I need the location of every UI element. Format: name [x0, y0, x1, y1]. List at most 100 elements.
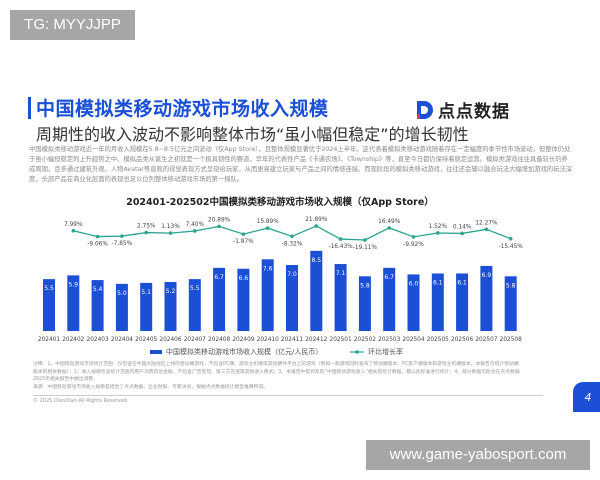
bar-label-202402: 5.9: [69, 281, 79, 288]
x-tick-202506: 202506: [451, 337, 473, 343]
legend-item-revenue: 中国模拟类移动游戏市场收入规模（亿元/人民币）: [150, 347, 322, 357]
growth-point-202505: [436, 231, 440, 235]
bar-202403: [91, 280, 104, 331]
growth-label-202506: 0.14%: [453, 224, 472, 230]
growth-label-202409: -1.87%: [233, 239, 254, 245]
growth-point-202507: [484, 227, 489, 232]
bar-label-202504: 6.0: [409, 280, 419, 287]
x-tick-202412: 202412: [305, 337, 327, 343]
x-tick-202402: 202402: [62, 337, 84, 343]
overlay-tag: TG: MYYJJPP: [10, 10, 135, 40]
growth-point-202407: [193, 229, 197, 233]
x-tick-202405: 202405: [135, 337, 157, 343]
bar-label-202506: 6.1: [457, 279, 467, 286]
logo-text: 点点数据: [438, 102, 510, 122]
legend-swatch-bar: [150, 350, 162, 354]
x-tick-202407: 202407: [184, 337, 206, 343]
growth-point-202404: [120, 234, 124, 238]
legend-swatch-line: [350, 350, 364, 354]
description-paragraph: 中国模拟类移动游戏近一年的月收入规模在5.8~8.5亿元之间波动（仅App St…: [29, 146, 573, 183]
growth-point-202503: [387, 226, 392, 230]
title-accent-bar: [28, 97, 31, 119]
bar-202409: [237, 268, 250, 331]
x-tick-202406: 202406: [159, 337, 181, 343]
x-tick-202409: 202409: [232, 337, 254, 343]
bar-label-202408: 6.7: [214, 274, 224, 281]
bar-202504: [407, 274, 420, 331]
bar-label-202507: 6.9: [482, 272, 492, 279]
bar-label-202409: 6.6: [239, 275, 249, 282]
bar-202503: [383, 267, 396, 331]
x-tick-202410: 202410: [257, 337, 279, 343]
bar-202405: [140, 282, 153, 331]
x-tick-202508: 202508: [500, 337, 522, 343]
growth-label-202406: 1.13%: [161, 224, 180, 230]
x-tick-202404: 202404: [111, 337, 133, 343]
bar-202412: [310, 250, 323, 331]
bar-label-202405: 5.1: [141, 289, 151, 296]
growth-label-202501: -16.43%: [328, 244, 353, 250]
bar-202401: [43, 279, 55, 331]
growth-point-202502: [363, 238, 367, 242]
footnotes: 注释：1、中国移动游戏市场统计范围：仅包含在中国大陆地区上线的移动端游戏，不包含…: [33, 361, 523, 391]
bar-202505: [431, 273, 444, 331]
footnote-notes: 注释：1、中国移动游戏市场统计范围：仅包含在中国大陆地区上线的移动端游戏，不包含…: [33, 362, 520, 382]
x-tick-202408: 202408: [208, 337, 230, 343]
bar-label-202403: 5.4: [93, 286, 103, 293]
growth-label-202408: 20.89%: [208, 217, 231, 223]
x-tick-202502: 202502: [354, 337, 376, 343]
growth-label-202502: -19.11%: [353, 245, 378, 251]
growth-label-202412: 21.89%: [305, 217, 328, 223]
growth-label-202507: 12.27%: [475, 220, 498, 226]
bar-202502: [358, 276, 371, 331]
diandian-logo-icon: [417, 100, 433, 119]
legend-label-growth: 环比增长率: [368, 348, 403, 356]
x-tick-202403: 202403: [87, 337, 109, 343]
growth-point-202408: [217, 224, 221, 229]
page-title: 中国模拟类移动游戏市场收入规模: [36, 98, 329, 120]
copyright: © 2025 DianDian All Rights Reserved.: [33, 398, 129, 404]
bar-label-202401: 5.5: [44, 285, 54, 292]
x-tick-202507: 202507: [475, 337, 497, 343]
bar-202508: [504, 276, 517, 331]
x-tick-202501: 202501: [330, 337, 352, 343]
growth-label-202410: 15.89%: [257, 219, 280, 225]
legend-item-growth: 环比增长率: [350, 347, 403, 357]
bar-202406: [164, 281, 177, 331]
bar-202402: [67, 275, 80, 331]
chart-title: 202401-202502中国模拟类移动游戏市场收入规模（仅App Store）: [126, 196, 434, 208]
page-number: 4: [573, 382, 600, 412]
bar-label-202412: 8.5: [312, 257, 322, 264]
bar-202501: [334, 264, 347, 331]
growth-label-202403: -9.06%: [87, 242, 108, 248]
page-subtitle: 周期性的收入波动不影响整体市场“虽小幅但稳定”的增长韧性: [36, 125, 469, 144]
bar-202506: [456, 273, 469, 331]
growth-label-202504: -9.92%: [403, 242, 424, 248]
bar-label-202406: 5.2: [166, 288, 176, 295]
footer-divider: [33, 395, 543, 396]
bar-label-202501: 7.1: [336, 270, 346, 277]
growth-point-202405: [144, 230, 148, 235]
growth-point-202410: [265, 226, 270, 230]
growth-label-202404: -7.85%: [112, 241, 133, 247]
bar-202410: [261, 259, 274, 331]
growth-point-202506: [460, 231, 464, 236]
bar-label-202407: 5.5: [190, 285, 200, 292]
footnote-source: 来源：中国移动游戏市场收入规模是结合了点点数据、企业财报、专家访谈，根据点点数据…: [33, 384, 269, 390]
bar-label-202505: 6.1: [433, 279, 443, 286]
growth-point-202403: [95, 234, 100, 239]
growth-point-202411: [290, 234, 294, 239]
growth-label-202405: 2.75%: [137, 224, 156, 230]
bar-202407: [188, 279, 201, 331]
growth-label-202411: -8.32%: [282, 241, 303, 247]
bar-label-202503: 6.7: [384, 274, 394, 281]
watermark-url: www.game-yabosport.com: [366, 440, 590, 470]
growth-point-202501: [338, 237, 343, 241]
bar-label-202502: 5.8: [360, 282, 370, 289]
bar-202507: [480, 265, 493, 331]
growth-point-202504: [411, 235, 416, 239]
growth-label-202505: 1.52%: [429, 224, 448, 230]
x-tick-202504: 202504: [402, 337, 424, 343]
bar-label-202508: 5.8: [506, 282, 516, 289]
growth-point-202409: [241, 232, 246, 236]
